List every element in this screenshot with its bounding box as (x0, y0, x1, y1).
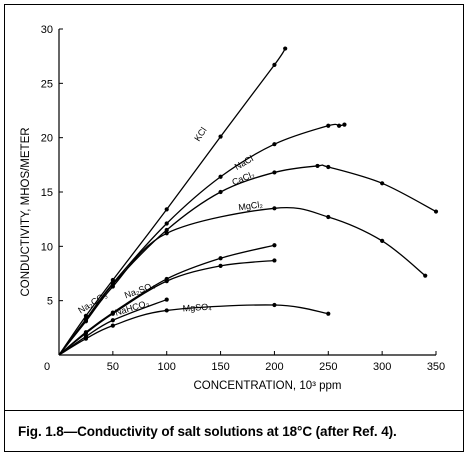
data-point-mgcl- (83, 319, 89, 324)
chart-curves (58, 46, 439, 356)
data-point-na-so- (272, 258, 277, 263)
series-label-mgcl-: MgCl₂ (238, 199, 264, 212)
data-point-mgcl- (326, 214, 331, 220)
data-point-cacl- (218, 189, 223, 195)
data-point-mgso- (164, 308, 169, 313)
x-tick-label: 150 (211, 361, 229, 373)
y-tick-label: 25 (41, 78, 53, 90)
data-point-mgcl- (164, 231, 169, 236)
chart-ticks: 0 50 100 150 200 250 300 350 5 10 15 20 25 30 (41, 24, 445, 373)
series-line-cacl- (58, 164, 437, 356)
series-label-mgso-: MgSO₄ (182, 301, 212, 313)
data-point-nacl (342, 122, 347, 127)
y-axis-title: CONDUCTIVITY, MHOS/METER (20, 127, 32, 296)
data-point-kcl (272, 62, 277, 67)
data-point-nacl (272, 142, 277, 147)
caption-box: Fig. 1.8—Conductivity of salt solutions … (4, 410, 464, 452)
series-label-cacl-: CaCl₂ (231, 169, 257, 187)
data-point-nacl (164, 221, 169, 226)
x-tick-label: 250 (319, 361, 337, 373)
data-point-cacl- (433, 209, 439, 214)
y-tick-label: 10 (41, 241, 53, 253)
data-point-kcl (164, 207, 169, 212)
y-tick-label: 15 (41, 187, 53, 199)
data-point-mgso- (326, 311, 331, 316)
x-tick-label: 0 (44, 361, 50, 373)
data-point-nacl (218, 174, 223, 179)
data-point-na-co- (218, 256, 223, 261)
data-point-mgcl- (423, 273, 428, 278)
data-point-na-so- (218, 263, 223, 268)
x-axis-title: CONCENTRATION, 10³ ppm (193, 380, 341, 392)
x-tick-label: 350 (427, 361, 445, 373)
data-point-mgso- (83, 336, 89, 341)
series-line-na-co- (58, 244, 275, 356)
data-point-mgcl- (110, 284, 115, 289)
data-point-cacl- (272, 170, 277, 175)
data-point-na-co- (272, 243, 277, 248)
data-point-na-so- (164, 279, 169, 284)
x-tick-label: 100 (158, 361, 176, 373)
data-point-mgcl- (380, 238, 385, 243)
data-point-kcl (283, 46, 288, 51)
x-tick-label: 200 (265, 361, 283, 373)
figure-frame (4, 4, 464, 452)
series-label-kcl: KCl (192, 125, 208, 143)
y-tick-label: 5 (47, 296, 53, 308)
data-point-cacl- (164, 227, 169, 233)
x-tick-label: 50 (107, 361, 119, 373)
data-point-nahco- (110, 318, 115, 323)
series-label-na-so-: Na₂SO₄ (123, 280, 156, 300)
data-point-mgso- (272, 302, 277, 308)
data-point-nacl (326, 123, 331, 128)
data-point-cacl- (326, 164, 331, 170)
x-tick-label: 300 (373, 361, 391, 373)
data-point-cacl- (380, 181, 385, 186)
chart-axes (58, 29, 436, 356)
data-point-mgcl- (272, 206, 277, 211)
figure-caption: Fig. 1.8—Conductivity of salt solutions … (18, 424, 397, 439)
series-line-na-so- (58, 259, 275, 356)
data-point-nacl (336, 123, 342, 128)
series-line-nahco- (58, 298, 167, 356)
data-point-cacl- (315, 163, 320, 169)
data-point-nahco- (164, 297, 169, 302)
data-point-kcl (218, 134, 223, 139)
y-tick-label: 20 (41, 133, 53, 145)
data-point-mgso- (110, 323, 115, 328)
y-tick-label: 30 (41, 24, 53, 36)
series-line-mgcl- (58, 207, 426, 356)
data-point-na-so- (83, 331, 89, 336)
data-point-na-so- (110, 311, 115, 316)
